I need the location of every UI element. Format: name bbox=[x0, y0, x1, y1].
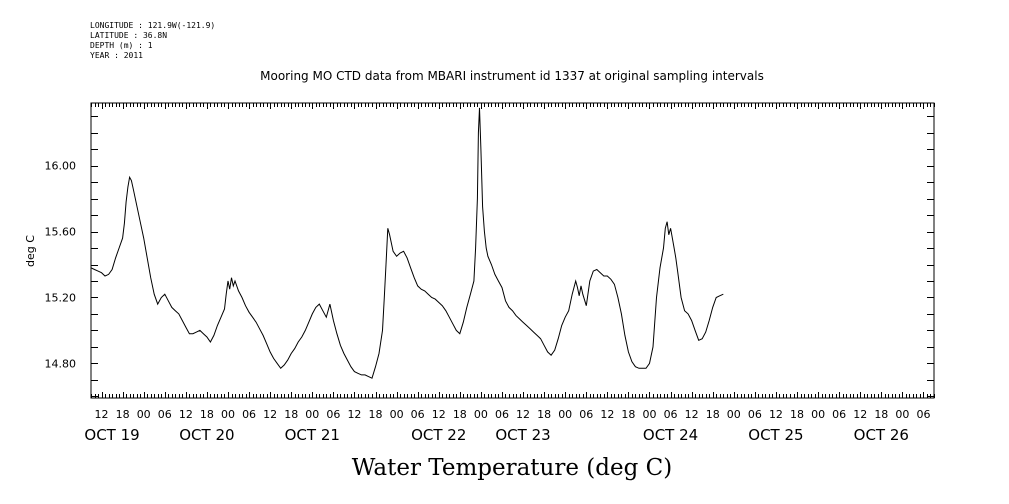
x-hour-label: 06 bbox=[664, 408, 678, 421]
y-tick-label: 14.80 bbox=[45, 357, 77, 370]
x-day-label: OCT 23 bbox=[495, 426, 550, 444]
x-hour-label: 00 bbox=[390, 408, 404, 421]
x-hour-label: 18 bbox=[369, 408, 383, 421]
x-day-label: OCT 20 bbox=[179, 426, 234, 444]
x-hour-label: 18 bbox=[200, 408, 214, 421]
x-hour-label: 18 bbox=[621, 408, 635, 421]
x-day-label: OCT 24 bbox=[643, 426, 698, 444]
x-hour-label: 18 bbox=[116, 408, 130, 421]
x-hour-label: 00 bbox=[811, 408, 825, 421]
x-hour-label: 06 bbox=[411, 408, 425, 421]
x-day-label: OCT 25 bbox=[748, 426, 803, 444]
x-hour-label: 18 bbox=[790, 408, 804, 421]
x-hour-label: 12 bbox=[347, 408, 361, 421]
x-hour-label: 18 bbox=[284, 408, 298, 421]
x-day-label: OCT 19 bbox=[84, 426, 139, 444]
x-hour-label: 12 bbox=[516, 408, 530, 421]
x-hour-label: 12 bbox=[179, 408, 193, 421]
y-tick-labels: 14.80 15.20 15.60 16.00 bbox=[45, 160, 77, 371]
y-tick-label: 15.60 bbox=[45, 226, 77, 239]
tick-marks bbox=[91, 103, 935, 398]
x-day-label: OCT 26 bbox=[854, 426, 909, 444]
x-hour-label: 06 bbox=[579, 408, 593, 421]
x-hour-label: 00 bbox=[727, 408, 741, 421]
x-hour-label: 12 bbox=[432, 408, 446, 421]
x-hour-label: 12 bbox=[769, 408, 783, 421]
x-hour-label: 06 bbox=[748, 408, 762, 421]
x-hour-label: 18 bbox=[537, 408, 551, 421]
x-hour-label: 00 bbox=[895, 408, 909, 421]
x-hour-label: 06 bbox=[326, 408, 340, 421]
x-tick-labels: 12 18 00 06 12 18 00 06 12 18 00 06 12 18 00 06 12 18 00 06… bbox=[84, 408, 930, 444]
metadata-year: YEAR : 2011 bbox=[90, 51, 143, 60]
x-hour-label: 12 bbox=[95, 408, 109, 421]
x-hour-label: 18 bbox=[874, 408, 888, 421]
x-hour-label: 12 bbox=[685, 408, 699, 421]
x-day-label: OCT 22 bbox=[411, 426, 466, 444]
metadata-latitude: LATITUDE : 36.8N bbox=[90, 31, 168, 40]
metadata-longitude: LONGITUDE : 121.9W(-121.9) bbox=[90, 21, 216, 30]
y-axis-label: deg C bbox=[24, 235, 37, 267]
metadata-depth: DEPTH (m) : 1 bbox=[90, 41, 153, 50]
x-hour-label: 06 bbox=[495, 408, 509, 421]
x-hour-label: 00 bbox=[558, 408, 572, 421]
x-day-label: OCT 21 bbox=[285, 426, 340, 444]
x-hour-label: 18 bbox=[453, 408, 467, 421]
x-hour-label: 06 bbox=[832, 408, 846, 421]
temperature-series-line bbox=[90, 107, 724, 379]
x-hour-label: 18 bbox=[706, 408, 720, 421]
x-axis-label: Water Temperature (deg C) bbox=[352, 455, 672, 481]
y-tick-label: 16.00 bbox=[45, 160, 77, 173]
x-hour-label: 00 bbox=[642, 408, 656, 421]
x-hour-label: 00 bbox=[474, 408, 488, 421]
x-hour-label: 12 bbox=[853, 408, 867, 421]
x-hour-label: 06 bbox=[158, 408, 172, 421]
x-hour-label: 00 bbox=[305, 408, 319, 421]
x-hour-label: 00 bbox=[221, 408, 235, 421]
x-hour-label: 06 bbox=[242, 408, 256, 421]
y-tick-label: 15.20 bbox=[45, 291, 77, 304]
chart-title: Mooring MO CTD data from MBARI instrumen… bbox=[260, 69, 764, 83]
x-hour-label: 06 bbox=[916, 408, 930, 421]
metadata-block: LONGITUDE : 121.9W(-121.9) LATITUDE : 36… bbox=[90, 21, 215, 61]
x-hour-label: 12 bbox=[263, 408, 277, 421]
plot-frame bbox=[90, 102, 935, 399]
x-hour-label: 12 bbox=[600, 408, 614, 421]
x-hour-label: 00 bbox=[137, 408, 151, 421]
